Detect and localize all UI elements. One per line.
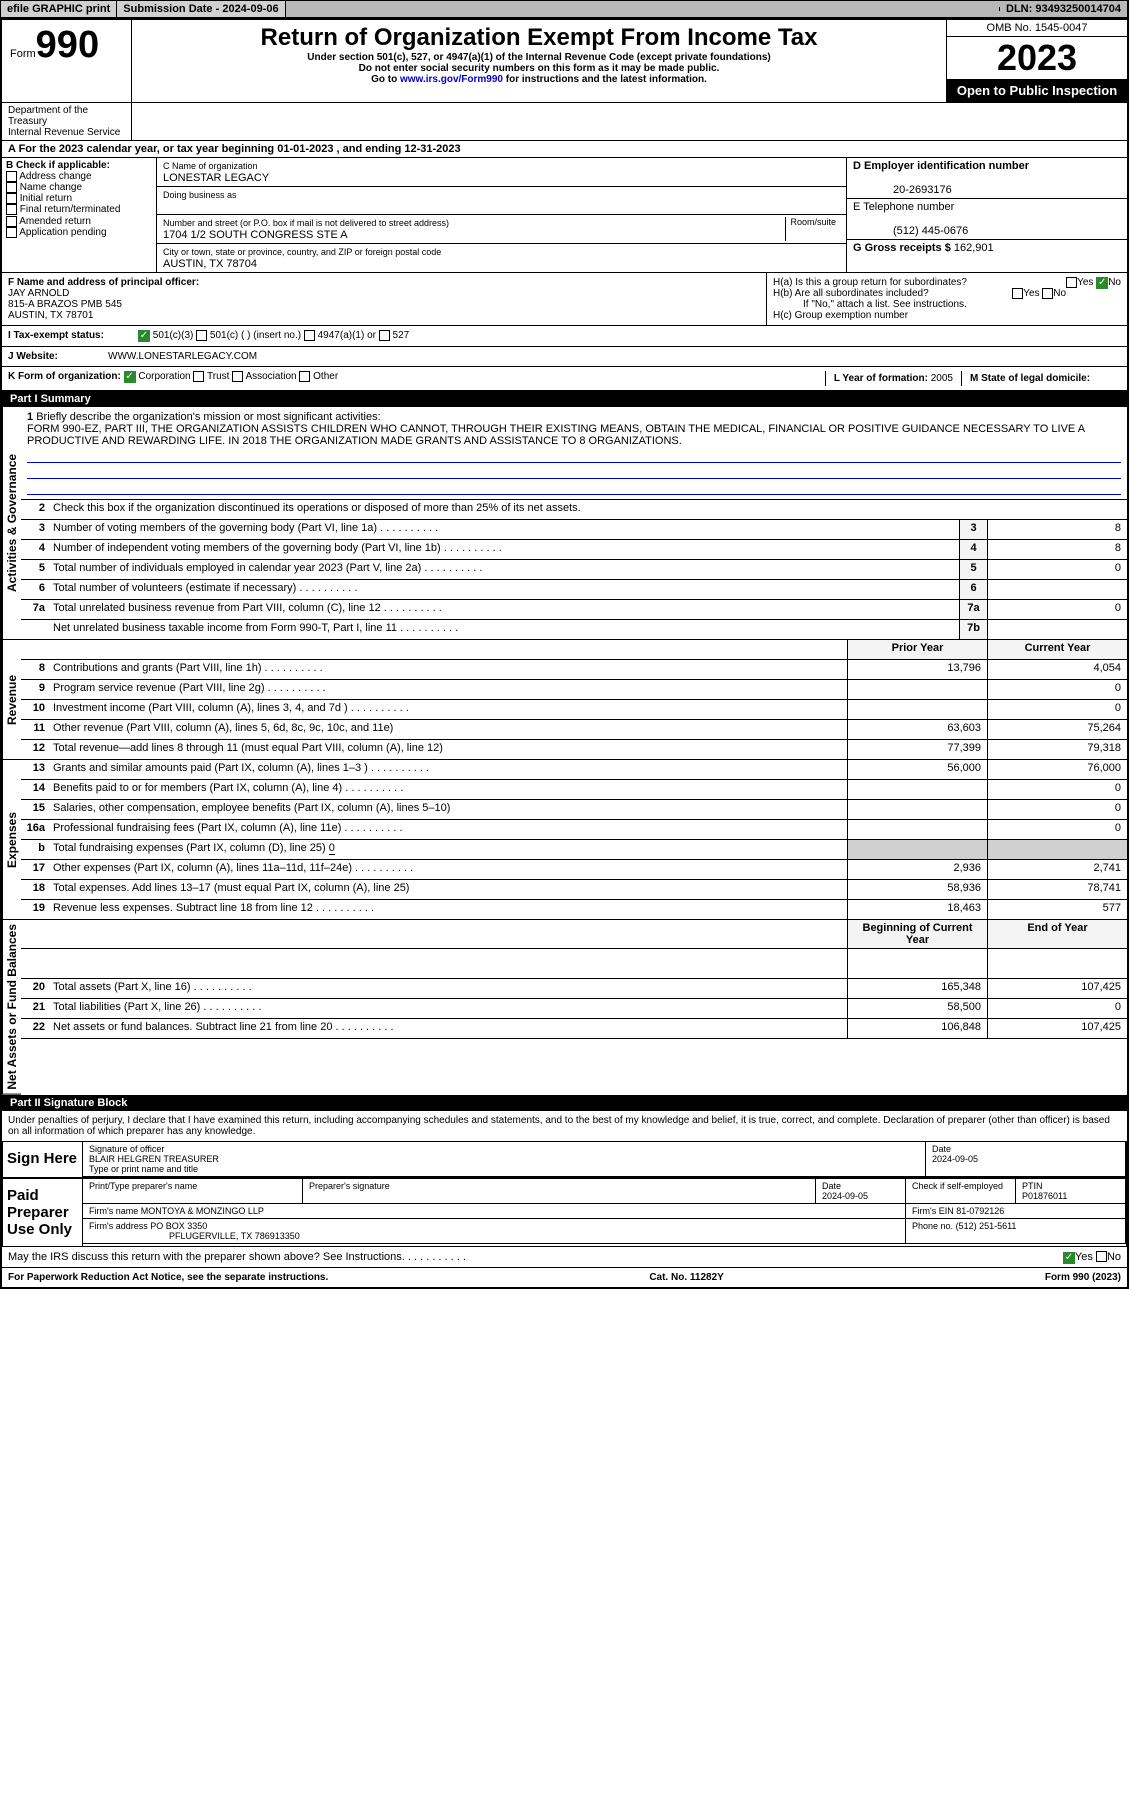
perjury: Under penalties of perjury, I declare th… — [2, 1111, 1127, 1141]
part1-bar: Part I Summary — [2, 391, 1127, 407]
footer: For Paperwork Reduction Act Notice, see … — [2, 1268, 1127, 1287]
discuss-row: May the IRS discuss this return with the… — [2, 1247, 1127, 1268]
section-j: J Website: WWW.LONESTARLEGACY.COM — [2, 347, 1127, 367]
paid-preparer: Paid Preparer Use Only Print/Type prepar… — [2, 1178, 1127, 1247]
side-exp: Expenses — [2, 760, 21, 920]
omb-box: OMB No. 1545-0047 2023 Open to Public In… — [947, 20, 1127, 102]
form-title: Return of Organization Exempt From Incom… — [136, 24, 942, 52]
form-990-box: Form990 — [2, 20, 132, 102]
other-chk[interactable] — [299, 371, 310, 382]
discuss-no[interactable] — [1096, 1251, 1107, 1262]
chk-addr[interactable] — [6, 171, 17, 182]
hb-no[interactable] — [1042, 288, 1053, 299]
sign-here: Sign Here Signature of officerBLAIR HELG… — [2, 1141, 1127, 1178]
ha-no-chk: ✓ — [1096, 277, 1108, 289]
corp-chk: ✓ — [124, 371, 136, 383]
501c3-chk: ✓ — [138, 330, 150, 342]
efile-btn[interactable]: efile GRAPHIC print — [1, 1, 117, 17]
form-body: Form990 Return of Organization Exempt Fr… — [0, 18, 1129, 1289]
527-chk[interactable] — [379, 330, 390, 341]
side-net: Net Assets or Fund Balances — [2, 920, 21, 1095]
section-k: K Form of organization: ✓ Corporation Tr… — [2, 367, 1127, 391]
ha-yes[interactable] — [1066, 277, 1077, 288]
hb-yes[interactable] — [1012, 288, 1023, 299]
section-i: I Tax-exempt status: ✓ 501(c)(3) 501(c) … — [2, 326, 1127, 347]
section-de: D Employer identification number20-26931… — [847, 158, 1127, 272]
line-1: 1 Briefly describe the organization's mi… — [21, 407, 1127, 500]
irs-link[interactable]: www.irs.gov/Form990 — [400, 74, 503, 85]
4947-chk[interactable] — [304, 330, 315, 341]
side-gov: Activities & Governance — [2, 407, 21, 640]
chk-final[interactable] — [6, 204, 17, 215]
section-l: L Year of formation: 2005 — [825, 371, 961, 386]
dln: DLN: 93493250014704 — [1000, 1, 1128, 17]
section-h: H(a) Is this a group return for subordin… — [767, 273, 1127, 325]
trust-chk[interactable] — [193, 371, 204, 382]
501c-chk[interactable] — [196, 330, 207, 341]
dept-box: Department of the Treasury Internal Reve… — [2, 103, 132, 140]
discuss-yes: ✓ — [1063, 1252, 1075, 1264]
calyear: A For the 2023 calendar year, or tax yea… — [2, 141, 1127, 158]
assoc-chk[interactable] — [232, 371, 243, 382]
subdate-btn[interactable]: Submission Date - 2024-09-06 — [117, 1, 285, 17]
mission-text: FORM 990-EZ, PART III, THE ORGANIZATION … — [27, 423, 1084, 447]
topbar-spacer — [286, 7, 1000, 11]
chk-name[interactable] — [6, 182, 17, 193]
section-m: M State of legal domicile: — [961, 371, 1121, 386]
section-f: F Name and address of principal officer:… — [2, 273, 767, 325]
chk-initial[interactable] — [6, 193, 17, 204]
part2-bar: Part II Signature Block — [2, 1095, 1127, 1111]
section-c: C Name of organizationLONESTAR LEGACY Do… — [157, 158, 847, 272]
chk-pending[interactable] — [6, 227, 17, 238]
section-b: B Check if applicable: Address change Na… — [2, 158, 157, 272]
side-rev: Revenue — [2, 640, 21, 760]
topbar: efile GRAPHIC print Submission Date - 20… — [0, 0, 1129, 18]
title-center: Return of Organization Exempt From Incom… — [132, 20, 947, 102]
chk-amended[interactable] — [6, 216, 17, 227]
